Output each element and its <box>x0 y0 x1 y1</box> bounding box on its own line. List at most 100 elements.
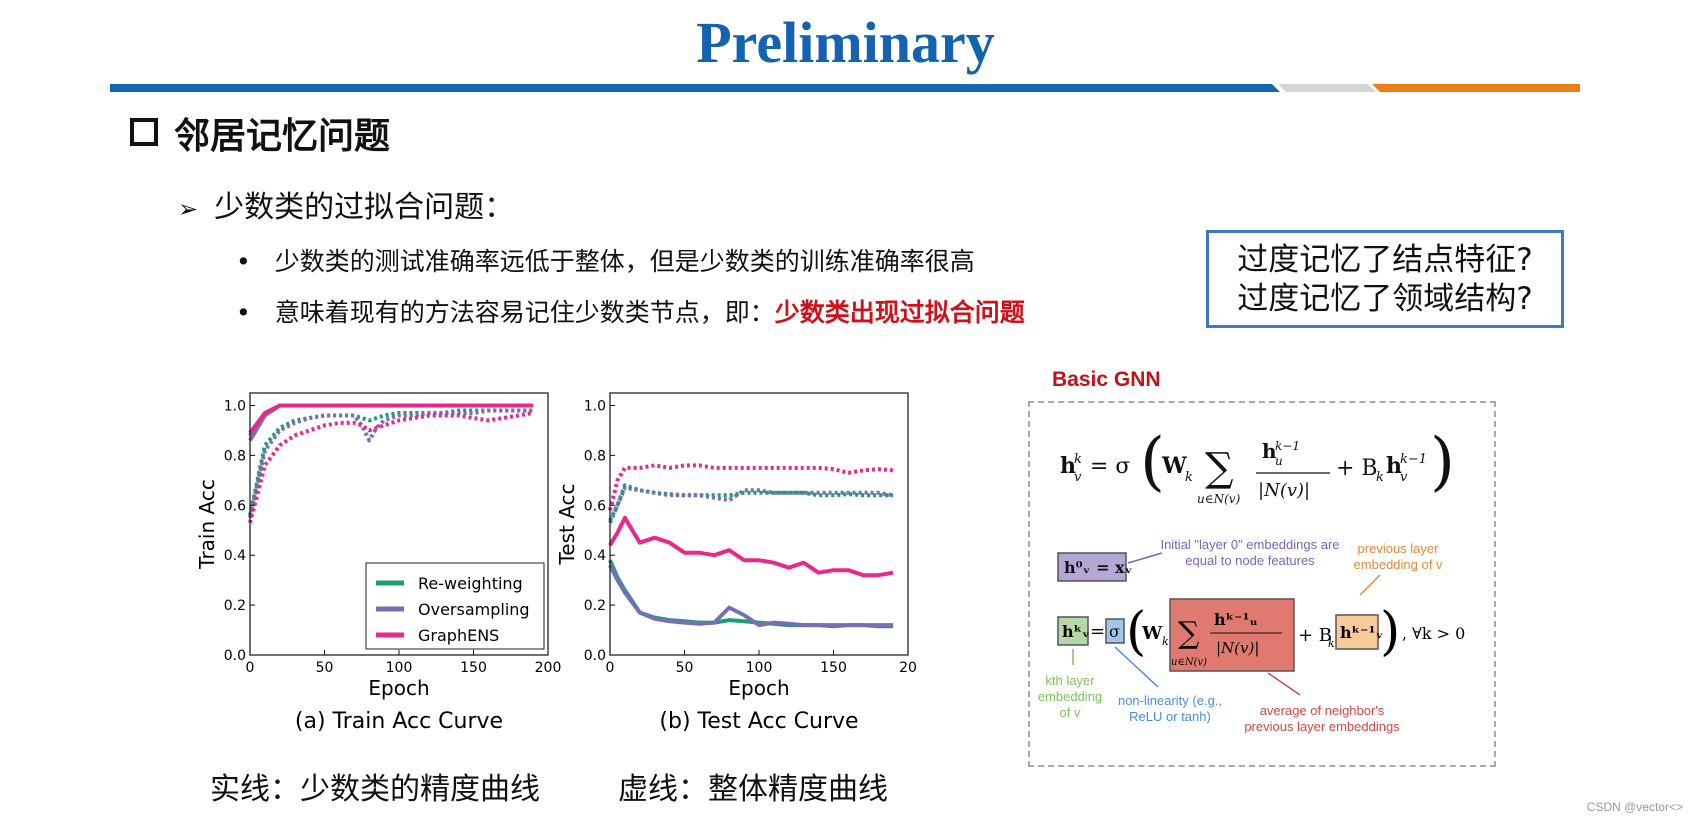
y-tick-label: 0.4 <box>224 548 246 564</box>
ann-prev-line2: embedding of v <box>1354 557 1443 572</box>
svg-text:(: ( <box>1140 425 1165 499</box>
y-tick-label: 1.0 <box>584 398 606 414</box>
series-line-dashed-4 <box>608 485 894 524</box>
y-tick-label: 1.0 <box>224 398 246 414</box>
x-axis-label: Epoch <box>728 676 789 700</box>
svg-text:): ) <box>1380 602 1400 662</box>
y-tick-label: 0.0 <box>584 648 606 664</box>
legend-label: Oversampling <box>418 600 530 619</box>
ann-avg-line2: previous layer embeddings <box>1244 719 1400 734</box>
svg-text:+ B: + B <box>1298 625 1332 646</box>
x-tick-label: 50 <box>676 660 694 676</box>
svg-text:k: k <box>1376 470 1384 485</box>
title-divider <box>110 84 1580 92</box>
series-line-dashed-3 <box>248 408 534 516</box>
svg-text:|N(v)|: |N(v)| <box>1216 639 1259 657</box>
x-tick-label: 200 <box>535 660 562 676</box>
ann-prev-line1: previous layer <box>1358 541 1440 556</box>
series-line-solid-1 <box>608 564 894 628</box>
y-tick-label: 0.8 <box>584 448 606 464</box>
y-tick-label: 0.4 <box>584 548 606 564</box>
gnn-formula-diagram: h k v = σ ( W k ∑ u∈N(v) h k−1 u |N(v)| … <box>1038 425 1465 734</box>
series-line-dashed-4 <box>248 408 534 519</box>
svg-text:u∈N(v): u∈N(v) <box>1171 657 1207 668</box>
svg-text:+ B: + B <box>1336 456 1378 481</box>
svg-text:k: k <box>1185 470 1193 485</box>
svg-text:h: h <box>1060 453 1076 479</box>
y-tick-label: 0.6 <box>584 498 606 514</box>
bullet-item-2: • 意味着现有的方法容易记住少数类节点，即：少数类出现过拟合问题 <box>236 296 1025 330</box>
ann-kth-line1: kth layer <box>1045 673 1095 688</box>
svg-text:k: k <box>1074 452 1082 467</box>
series-line-dashed-5 <box>248 411 534 524</box>
dot-bullet-icon: • <box>236 247 251 276</box>
question-box: 过度记忆了结点特征? 过度记忆了领域结构? <box>1206 230 1564 328</box>
svg-text:∑: ∑ <box>1205 445 1234 491</box>
svg-text:, ∀k > 0: , ∀k > 0 <box>1402 624 1465 643</box>
svg-text:hᵏᵥ: hᵏᵥ <box>1062 622 1090 641</box>
legend-label: Re-weighting <box>418 574 523 593</box>
y-tick-label: 0.2 <box>584 598 606 614</box>
ann-kth-line3: of v <box>1060 705 1081 720</box>
section-heading: 邻居记忆问题 <box>130 114 390 160</box>
test-acc-chart: 0 50 100 150 20 0.0 0.2 0.4 0.6 0.8 1.0 Epoch Test A… <box>555 392 917 734</box>
svg-text:v: v <box>1400 470 1408 485</box>
y-axis-label: Train Acc <box>195 479 219 570</box>
x-tick-label: 0 <box>606 660 615 676</box>
svg-text:k−1: k−1 <box>1400 452 1427 467</box>
svg-text:h: h <box>1262 439 1277 463</box>
x-tick-label: 50 <box>316 660 334 676</box>
svg-text:∑: ∑ <box>1178 616 1200 651</box>
y-tick-label: 0.2 <box>224 598 246 614</box>
bullet-text-2: 意味着现有的方法容易记住少数类节点，即： <box>274 298 775 327</box>
question-line-1: 过度记忆了结点特征? <box>1237 242 1533 278</box>
series-line-solid-2 <box>248 403 534 435</box>
svg-text:k: k <box>1162 635 1169 648</box>
gnn-panel: h k v = σ ( W k ∑ u∈N(v) h k−1 u |N(v)| … <box>1028 401 1496 767</box>
ann-avg-line1: average of neighbor's <box>1260 703 1385 718</box>
svg-text:hᵏ⁻¹ᵤ: hᵏ⁻¹ᵤ <box>1214 610 1258 629</box>
svg-text:= σ: = σ <box>1090 454 1130 479</box>
y-axis-label: Test Acc <box>555 483 579 565</box>
bullet-item-1: • 少数类的测试准确率远低于整体，但是少数类的训练准确率很高 <box>236 245 975 279</box>
svg-text:u∈N(v): u∈N(v) <box>1197 492 1241 506</box>
ann-layer0-line2: equal to node features <box>1185 553 1315 568</box>
chart-caption: (a) Train Acc Curve <box>295 709 503 734</box>
x-tick-label: 150 <box>460 660 487 676</box>
svg-text:=: = <box>1090 621 1105 642</box>
train-acc-chart: 0 50 100 150 200 0.0 0.2 0.4 0.6 0.8 1.0 Epoch Train… <box>195 392 562 734</box>
svg-text:h: h <box>1386 453 1402 479</box>
subheading-text: 少数类的过拟合问题： <box>214 190 515 225</box>
svg-text:W: W <box>1161 453 1187 479</box>
question-line-2: 过度记忆了领域结构? <box>1237 281 1533 317</box>
series-line-dashed-5 <box>608 463 894 511</box>
svg-text:): ) <box>1430 425 1455 499</box>
svg-text:(: ( <box>1126 602 1146 662</box>
gnn-title: Basic GNN <box>1052 368 1161 391</box>
svg-text:|N(v)|: |N(v)| <box>1258 480 1310 501</box>
x-tick-label: 100 <box>746 660 773 676</box>
chart-caption: (b) Test Acc Curve <box>659 709 858 734</box>
ann-nonlin-line1: non-linearity (e.g., <box>1118 693 1222 708</box>
gnn-main-formula: h k v = σ ( W k ∑ u∈N(v) h k−1 u |N(v)| … <box>1060 425 1455 506</box>
arrow-bullet-icon: ➢ <box>178 195 199 223</box>
note-solid-line: 实线：少数类的精度曲线 <box>210 772 540 807</box>
svg-text:v: v <box>1074 470 1082 485</box>
x-tick-label: 20 <box>899 660 917 676</box>
svg-text:W: W <box>1141 623 1163 644</box>
square-bullet-icon <box>130 118 158 146</box>
x-axis-label: Epoch <box>368 676 429 700</box>
y-tick-label: 0.0 <box>224 648 246 664</box>
divider-orange-segment <box>1372 84 1580 92</box>
x-tick-label: 0 <box>246 660 255 676</box>
svg-text:hᵏ⁻¹ᵥ: hᵏ⁻¹ᵥ <box>1340 623 1383 642</box>
ann-kth-line2: embedding <box>1038 689 1102 704</box>
x-tick-label: 100 <box>386 660 413 676</box>
svg-text:k−1: k−1 <box>1275 439 1300 453</box>
note-dashed-line: 虚线：整体精度曲线 <box>618 772 888 807</box>
y-tick-label: 0.8 <box>224 448 246 464</box>
x-tick-label: 150 <box>820 660 847 676</box>
watermark: CSDN @vector<> <box>1586 800 1683 814</box>
highlight-text: 少数类出现过拟合问题 <box>774 298 1025 327</box>
svg-text:k: k <box>1328 637 1335 650</box>
